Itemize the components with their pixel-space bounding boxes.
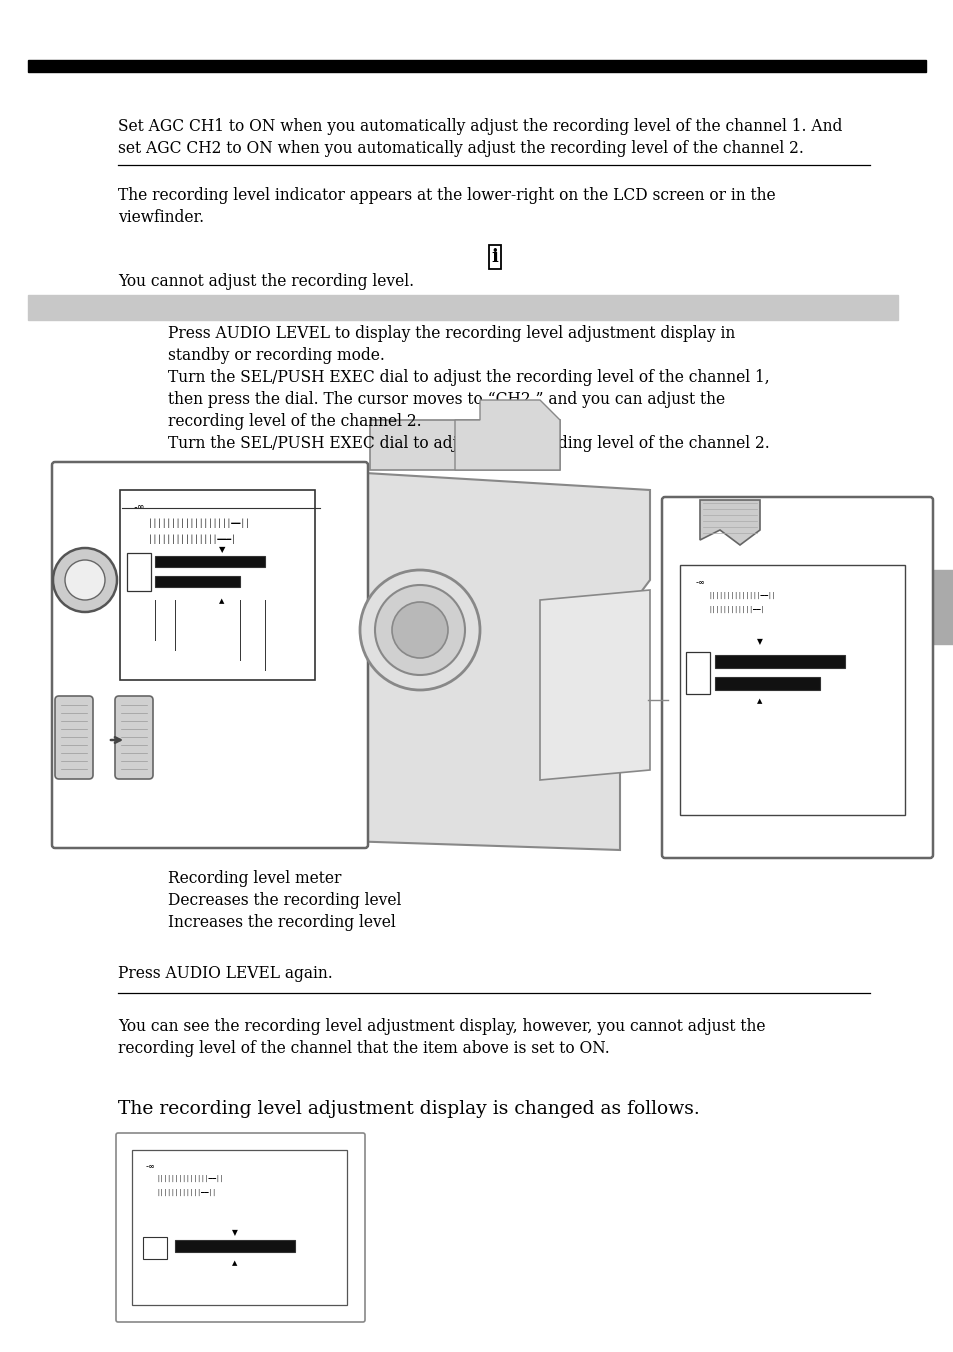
Text: ││││││││││││││━━││: ││││││││││││││━━││ <box>707 592 775 599</box>
Text: Press AUDIO LEVEL to display the recording level adjustment display in: Press AUDIO LEVEL to display the recordi… <box>168 324 735 342</box>
Text: -∞: -∞ <box>695 579 704 587</box>
Bar <box>679 565 904 815</box>
Text: You can see the recording level adjustment display, however, you cannot adjust t: You can see the recording level adjustme… <box>118 1018 764 1036</box>
Text: ││││││││││││━━││: ││││││││││││━━││ <box>156 1188 215 1197</box>
Bar <box>127 553 151 591</box>
FancyBboxPatch shape <box>52 462 368 848</box>
Text: ││││││││││││━━│: ││││││││││││━━│ <box>707 606 763 612</box>
Bar <box>154 576 240 587</box>
Polygon shape <box>314 470 649 850</box>
Bar <box>143 1237 167 1259</box>
Text: ▼: ▼ <box>757 637 762 646</box>
Text: standby or recording mode.: standby or recording mode. <box>168 347 384 364</box>
Text: The recording level adjustment display is changed as follows.: The recording level adjustment display i… <box>118 1101 699 1118</box>
Bar <box>28 59 925 72</box>
Text: then press the dial. The cursor moves to “CH2,” and you can adjust the: then press the dial. The cursor moves to… <box>168 391 724 408</box>
Text: │││││││││││││││━━━│: │││││││││││││││━━━│ <box>148 534 235 544</box>
Bar <box>714 677 820 690</box>
Bar <box>714 654 844 668</box>
Bar <box>154 556 265 566</box>
Text: ▲: ▲ <box>757 698 761 704</box>
Text: ▲: ▲ <box>219 598 225 604</box>
Text: Press AUDIO LEVEL again.: Press AUDIO LEVEL again. <box>118 965 333 982</box>
Bar <box>925 571 953 644</box>
FancyBboxPatch shape <box>55 696 92 779</box>
Bar <box>120 489 314 680</box>
Bar <box>28 295 897 320</box>
Text: ││││││││││││││━━││: ││││││││││││││━━││ <box>156 1175 223 1182</box>
Text: Set AGC CH1 to ON when you automatically adjust the recording level of the chann: Set AGC CH1 to ON when you automatically… <box>118 118 841 135</box>
Circle shape <box>53 548 117 612</box>
Polygon shape <box>455 400 559 470</box>
Text: Recording level meter: Recording level meter <box>168 869 341 887</box>
Text: Increases the recording level: Increases the recording level <box>168 914 395 932</box>
Text: recording level of the channel that the item above is set to ON.: recording level of the channel that the … <box>118 1040 609 1057</box>
FancyBboxPatch shape <box>661 498 932 859</box>
Circle shape <box>375 585 464 675</box>
Text: ▼: ▼ <box>232 1228 237 1237</box>
Text: You cannot adjust the recording level.: You cannot adjust the recording level. <box>118 273 414 289</box>
Text: viewfinder.: viewfinder. <box>118 210 204 226</box>
Text: Turn the SEL/PUSH EXEC dial to adjust the recording level of the channel 2.: Turn the SEL/PUSH EXEC dial to adjust th… <box>168 435 769 452</box>
Text: Decreases the recording level: Decreases the recording level <box>168 892 401 909</box>
Polygon shape <box>370 420 559 470</box>
Circle shape <box>65 560 105 600</box>
Bar <box>132 1151 347 1305</box>
Text: -∞: -∞ <box>145 1161 154 1171</box>
Bar <box>685 652 709 694</box>
FancyBboxPatch shape <box>116 1133 365 1322</box>
Circle shape <box>359 571 479 690</box>
Text: set AGC CH2 to ON when you automatically adjust the recording level of the chann: set AGC CH2 to ON when you automatically… <box>118 141 803 157</box>
Text: ││││││││││││││││││━━││: ││││││││││││││││││━━││ <box>148 518 250 527</box>
Text: ▼: ▼ <box>218 545 225 554</box>
Bar <box>174 1240 294 1252</box>
Text: recording level of the channel 2.: recording level of the channel 2. <box>168 412 421 430</box>
Polygon shape <box>700 500 760 545</box>
Text: The recording level indicator appears at the lower-right on the LCD screen or in: The recording level indicator appears at… <box>118 187 775 204</box>
Circle shape <box>392 602 448 658</box>
Text: Turn the SEL/PUSH EXEC dial to adjust the recording level of the channel 1,: Turn the SEL/PUSH EXEC dial to adjust th… <box>168 369 769 387</box>
Polygon shape <box>539 589 649 780</box>
Text: i: i <box>491 247 497 266</box>
FancyBboxPatch shape <box>115 696 152 779</box>
Text: ▲: ▲ <box>233 1260 237 1265</box>
Text: -∞: -∞ <box>132 502 144 512</box>
